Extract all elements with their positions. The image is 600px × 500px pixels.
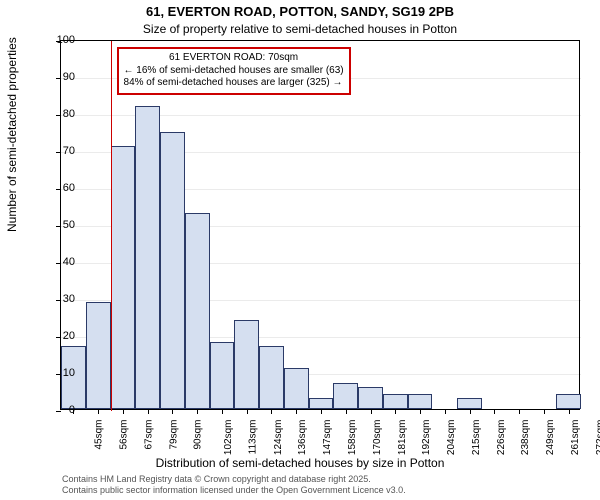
annotation-box: 61 EVERTON ROAD: 70sqm← 16% of semi-deta… (117, 47, 351, 95)
ytick (56, 78, 61, 79)
footnote: Contains HM Land Registry data © Crown c… (62, 474, 406, 496)
xtick-label: 45sqm (94, 420, 105, 450)
histogram-bar (309, 398, 334, 409)
xtick-label: 136sqm (298, 420, 309, 456)
xtick (445, 409, 446, 414)
ytick (56, 300, 61, 301)
ytick-label: 100 (57, 34, 75, 46)
chart-area: 61 EVERTON ROAD: 70sqm← 16% of semi-deta… (60, 40, 580, 410)
xtick (519, 409, 520, 414)
xtick (346, 409, 347, 414)
xtick (544, 409, 545, 414)
ytick-label: 40 (63, 256, 75, 268)
ytick (56, 263, 61, 264)
xtick-label: 226sqm (496, 420, 507, 456)
xtick (420, 409, 421, 414)
histogram-bar (358, 387, 383, 409)
xtick-label: 147sqm (322, 420, 333, 456)
xtick (296, 409, 297, 414)
xtick-label: 56sqm (119, 420, 130, 450)
xtick (148, 409, 149, 414)
xtick (197, 409, 198, 414)
xtick (271, 409, 272, 414)
xtick (222, 409, 223, 414)
histogram-bar (556, 394, 581, 409)
chart-title: 61, EVERTON ROAD, POTTON, SANDY, SG19 2P… (146, 4, 454, 19)
xtick-label: 102sqm (223, 420, 234, 456)
xtick-label: 90sqm (193, 420, 204, 450)
ytick-label: 70 (63, 145, 75, 157)
ytick (56, 115, 61, 116)
xtick-label: 215sqm (471, 420, 482, 456)
histogram-bar (284, 368, 309, 409)
xtick (494, 409, 495, 414)
histogram-bar (408, 394, 433, 409)
xtick-label: 261sqm (570, 420, 581, 456)
ytick (56, 152, 61, 153)
ytick (56, 226, 61, 227)
annotation-title: 61 EVERTON ROAD: 70sqm (124, 52, 344, 65)
histogram-bar (210, 342, 235, 409)
xtick-label: 192sqm (421, 420, 432, 456)
ytick-label: 30 (63, 293, 75, 305)
xtick-label: 238sqm (520, 420, 531, 456)
xtick-label: 204sqm (446, 420, 457, 456)
marker-line (111, 41, 112, 411)
xtick-label: 79sqm (168, 420, 179, 450)
ytick (56, 337, 61, 338)
xtick-label: 124sqm (273, 420, 284, 456)
ytick-label: 20 (63, 330, 75, 342)
xtick-label: 272sqm (595, 420, 600, 456)
histogram-bar (383, 394, 408, 409)
histogram-bar (234, 320, 259, 409)
xtick (98, 409, 99, 414)
xtick-label: 170sqm (372, 420, 383, 456)
xtick-label: 67sqm (143, 420, 154, 450)
histogram-bar (185, 213, 210, 409)
x-axis-label: Distribution of semi-detached houses by … (0, 456, 600, 470)
xtick (569, 409, 570, 414)
xtick (172, 409, 173, 414)
ytick-label: 10 (63, 367, 75, 379)
ytick-label: 90 (63, 71, 75, 83)
xtick (395, 409, 396, 414)
ytick-label: 50 (63, 219, 75, 231)
annotation-line2: 84% of semi-detached houses are larger (… (124, 77, 344, 90)
xtick-label: 249sqm (545, 420, 556, 456)
ytick (56, 189, 61, 190)
annotation-line1: ← 16% of semi-detached houses are smalle… (124, 65, 344, 78)
chart-subtitle: Size of property relative to semi-detach… (143, 22, 457, 36)
histogram-bar (259, 346, 284, 409)
histogram-bar (135, 106, 160, 409)
ytick (56, 411, 61, 412)
histogram-bar (111, 146, 136, 409)
histogram-bar (86, 302, 111, 409)
y-axis-label: Number of semi-detached properties (5, 37, 19, 232)
xtick-label: 181sqm (397, 420, 408, 456)
plot-area: 61 EVERTON ROAD: 70sqm← 16% of semi-deta… (60, 40, 580, 410)
xtick-label: 113sqm (247, 420, 258, 455)
xtick (371, 409, 372, 414)
xtick (321, 409, 322, 414)
ytick-label: 60 (63, 182, 75, 194)
xtick (247, 409, 248, 414)
histogram-bar (333, 383, 358, 409)
xtick (470, 409, 471, 414)
xtick-label: 158sqm (347, 420, 358, 456)
histogram-bar (160, 132, 185, 410)
xtick (123, 409, 124, 414)
ytick-label: 80 (63, 108, 75, 120)
ytick-label: 0 (69, 404, 75, 416)
histogram-bar (457, 398, 482, 409)
